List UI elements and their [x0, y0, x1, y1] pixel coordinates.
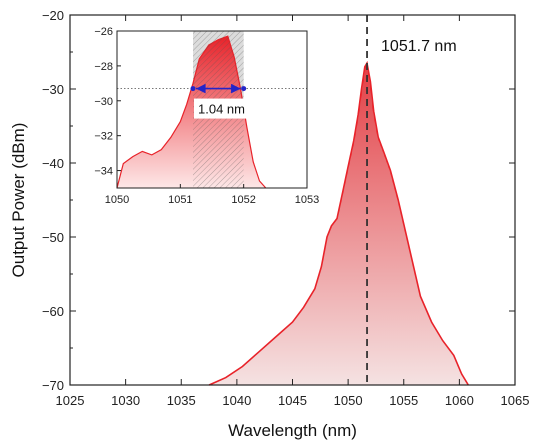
inset-x-tick-label: 1052 [231, 194, 255, 206]
y-tick-label: −70 [42, 378, 64, 393]
fwhm-dot-right [241, 86, 247, 92]
inset-x-tick-label: 1053 [295, 194, 319, 206]
spectrum-line [208, 60, 469, 386]
x-tick-label: 1025 [56, 393, 85, 408]
inset-y-tick-label: −26 [94, 26, 113, 38]
x-tick-label: 1055 [389, 393, 418, 408]
inset-x-tick-label: 1051 [168, 194, 192, 206]
y-axis-title: Output Power (dBm) [9, 123, 28, 278]
y-tick-label: −40 [42, 156, 64, 171]
fwhm-label-background [194, 98, 250, 119]
inset-frame [116, 30, 308, 189]
main-y-ticks: −70 −60 −50 −40 −30 −20 [42, 8, 515, 393]
fwhm-label: 1.04 nm [198, 102, 245, 117]
inset-y-ticks: −34 −32 −30 −28 −26 [94, 26, 121, 178]
x-tick-label: 1065 [501, 393, 530, 408]
x-axis-title: Wavelength (nm) [228, 421, 357, 440]
spectrum-area-hatching [209, 63, 469, 385]
main-plot: 1051.7 nm 1025 1030 1035 1040 1045 1050 1055 10… [9, 8, 529, 440]
y-tick-label: −20 [42, 8, 64, 23]
x-tick-label: 1050 [334, 393, 363, 408]
y-tick-label: −60 [42, 304, 64, 319]
peak-label: 1051.7 nm [381, 38, 457, 55]
x-tick-label: 1045 [278, 393, 307, 408]
fwhm-dot-left [190, 86, 196, 92]
x-tick-label: 1060 [445, 393, 474, 408]
inset-y-tick-label: −32 [94, 131, 113, 143]
main-x-ticks: 1025 1030 1035 1040 1045 1050 1055 1060 1065 [56, 15, 530, 408]
inset-y-tick-label: −28 [94, 61, 113, 73]
inset-x-ticks: 1050 1051 1052 1053 [105, 184, 319, 206]
inset-x-tick-label: 1050 [105, 194, 129, 206]
y-tick-label: −30 [42, 82, 64, 97]
y-tick-label: −50 [42, 230, 64, 245]
x-tick-label: 1035 [167, 393, 196, 408]
inset-y-tick-label: −30 [94, 96, 113, 108]
x-tick-label: 1030 [111, 393, 140, 408]
inset-y-tick-label: −34 [94, 166, 113, 178]
inset-plot: 1.04 nm 1050 1051 1052 1053 −34 −32 −30 −28 −26 [94, 26, 319, 206]
x-tick-label: 1040 [222, 393, 251, 408]
